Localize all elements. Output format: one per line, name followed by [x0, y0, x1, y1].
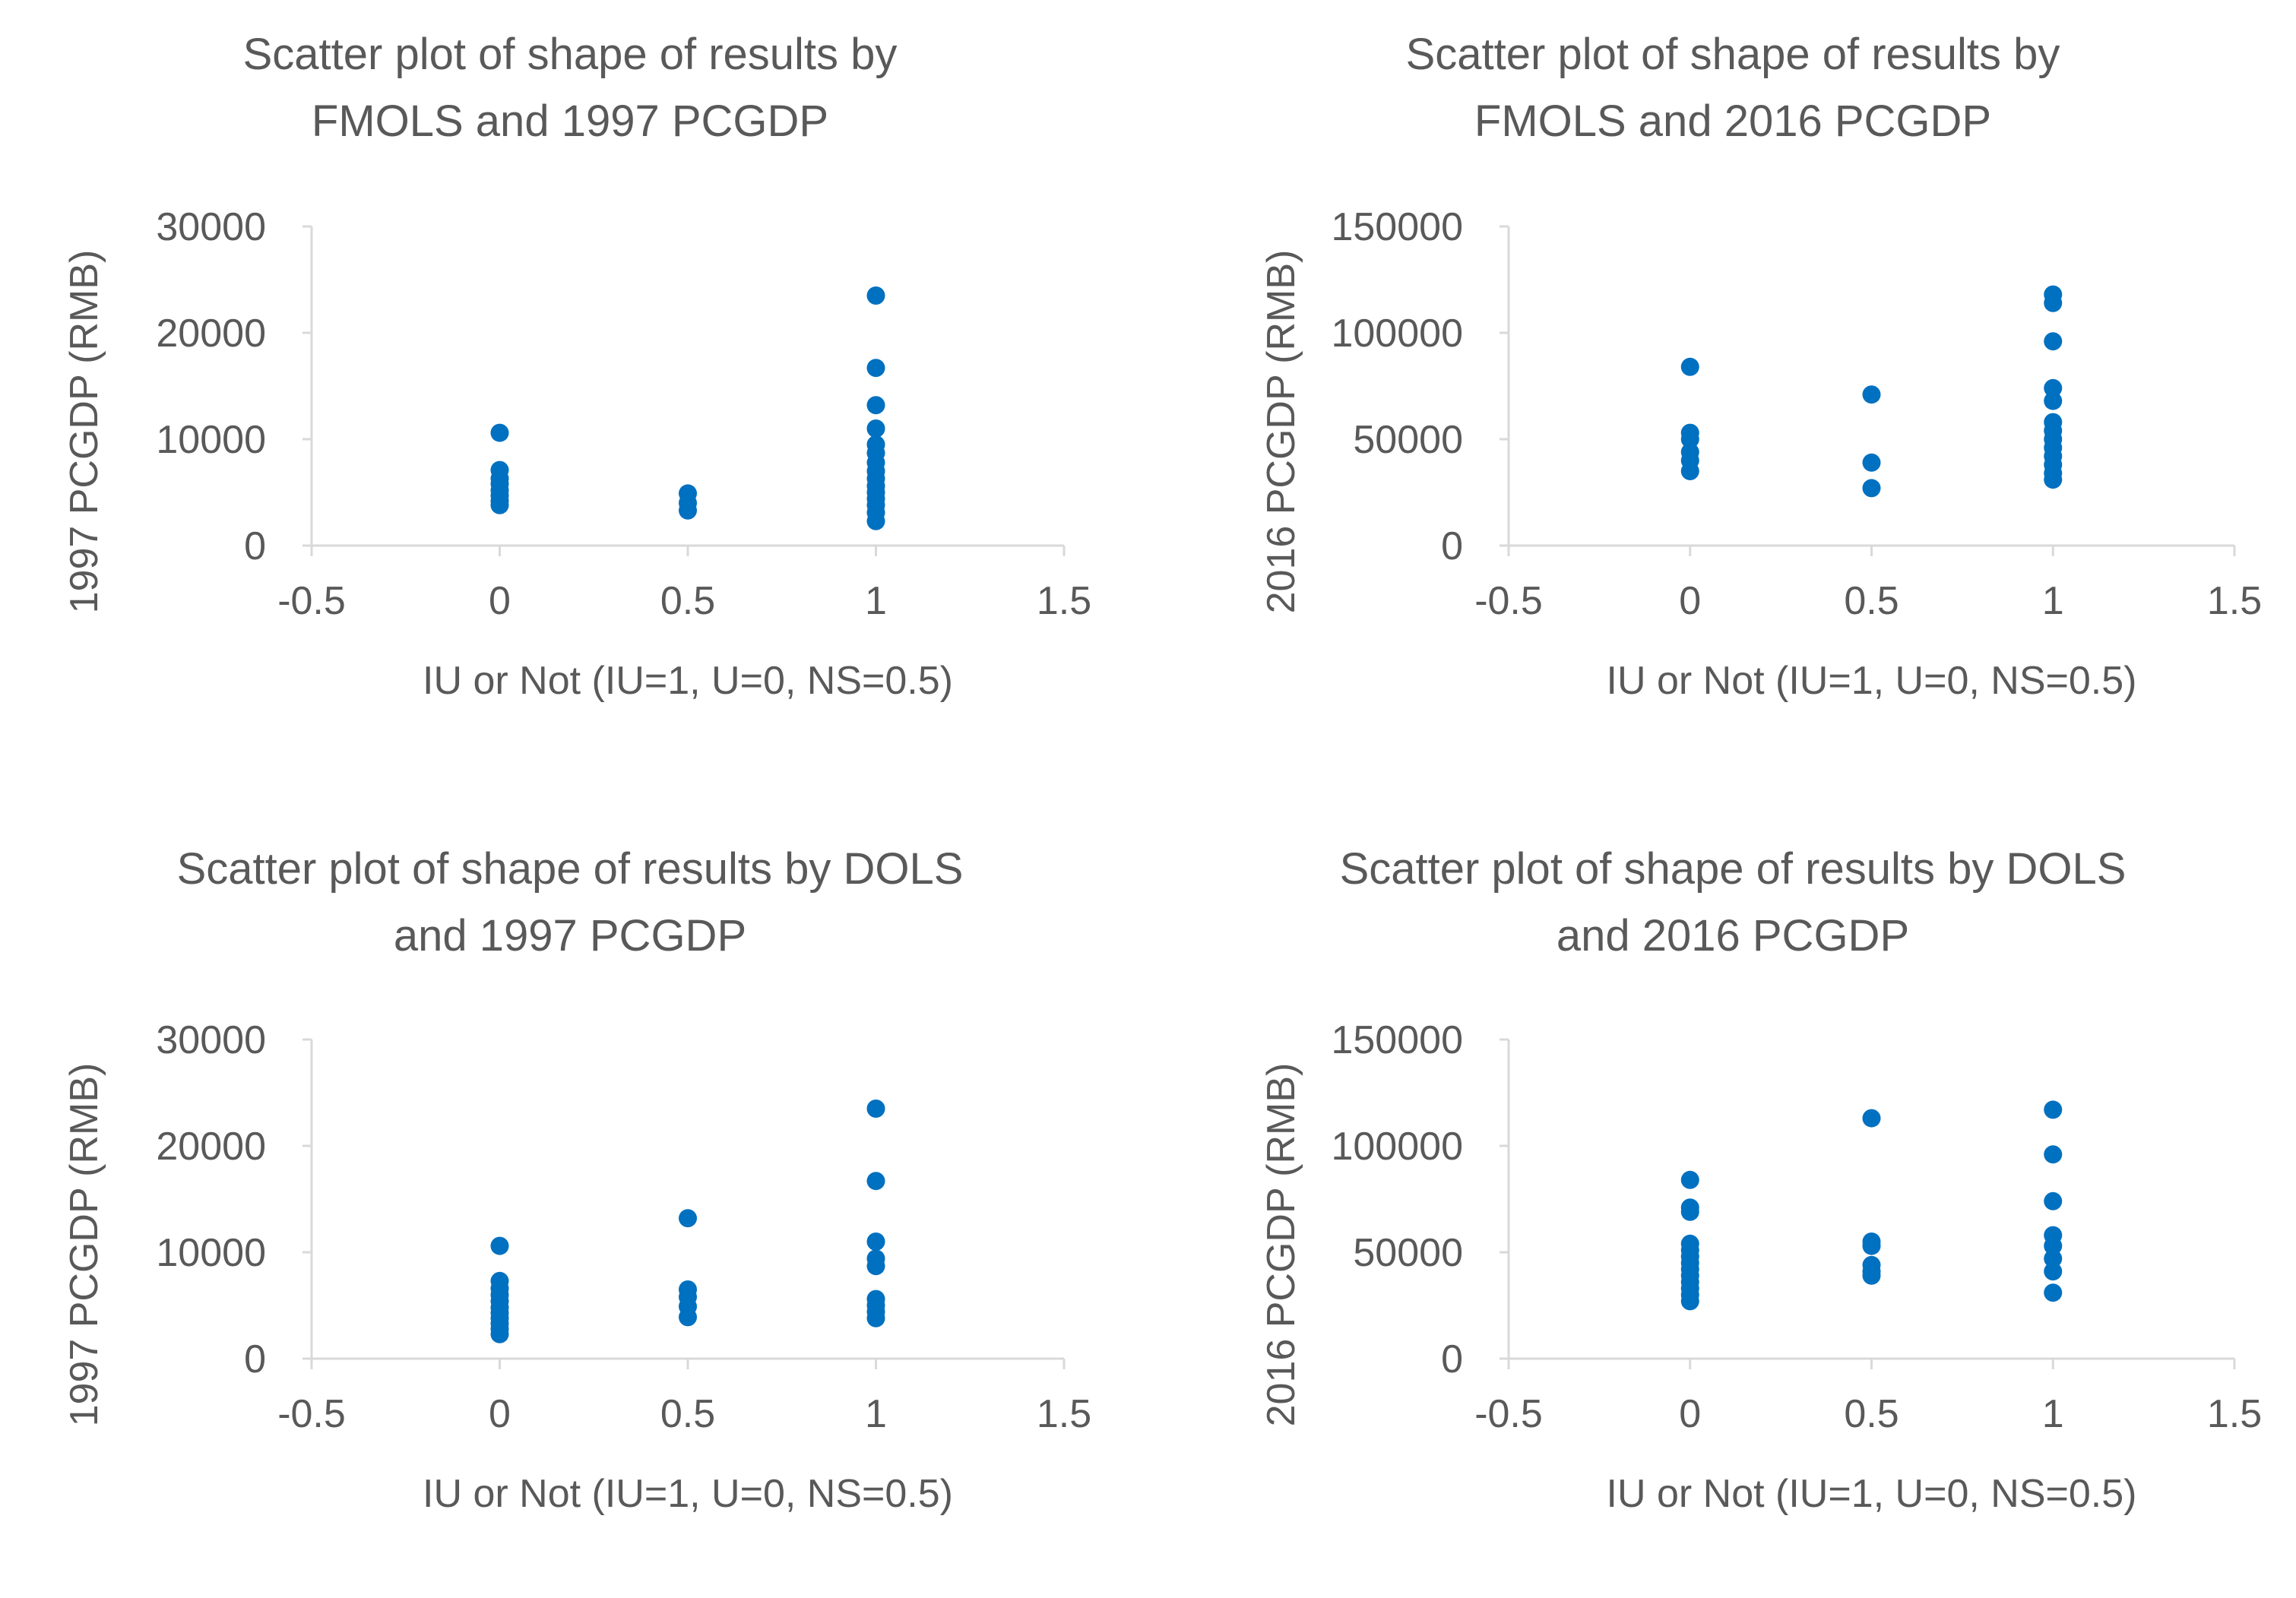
chart-2-x-tick-label: 0.5: [1844, 579, 1899, 623]
chart-1-x-tick-label: 1.5: [1037, 579, 1091, 623]
chart-3-y-tick-label: 10000: [156, 1231, 266, 1275]
chart-3-x-axis-title: IU or Not (IU=1, U=0, NS=0.5): [423, 1472, 953, 1516]
chart-3-x-tick-label: 0: [489, 1392, 511, 1436]
chart-3-y-tick-label: 30000: [156, 1018, 266, 1062]
chart-2-x-tick-label: 1: [2042, 579, 2064, 623]
chart-3-data-point: [866, 1257, 885, 1276]
chart-4-data-point: [2044, 1283, 2063, 1302]
chart-3-x-tick-label: 0.5: [660, 1392, 715, 1436]
chart-3-y-tick-label: 20000: [156, 1125, 266, 1169]
chart-1-y-axis-title: 1997 PCGDP (RMB): [62, 250, 106, 614]
chart-2-data-point: [2044, 378, 2063, 397]
chart-2-data-point: [2044, 332, 2063, 351]
chart-1-x-tick-label: 0.5: [660, 579, 715, 623]
chart-2-data-point: [2044, 293, 2063, 312]
chart-1-data-point: [866, 419, 885, 438]
chart-4-y-tick-label: 100000: [1331, 1125, 1463, 1169]
chart-1-data-point: [866, 286, 885, 305]
chart-4-data-point: [1680, 1170, 1699, 1189]
chart-4-x-tick-label: 0: [1679, 1392, 1701, 1436]
chart-3-data-point: [866, 1233, 885, 1251]
chart-3-y-tick-label: 0: [244, 1337, 266, 1381]
chart-2-data-point: [1680, 462, 1699, 480]
chart-2-title-line-2: FMOLS and 2016 PCGDP: [1474, 97, 1992, 146]
chart-4-y-tick-label: 50000: [1353, 1231, 1463, 1275]
chart-3-title: Scatter plot of shape of results by DOLS…: [114, 836, 1026, 970]
chart-1-data-point: [866, 359, 885, 378]
chart-3-title-line-2: and 1997 PCGDP: [393, 911, 747, 960]
chart-2-title-line-1: Scatter plot of shape of results by: [1405, 30, 2060, 79]
chart-1-y-tick-label: 20000: [156, 312, 266, 356]
chart-4-data-point: [2044, 1191, 2063, 1210]
chart-4-x-tick-label: 1: [2042, 1392, 2064, 1436]
chart-3-data-point: [679, 1209, 697, 1228]
chart-4-x-axis-title: IU or Not (IU=1, U=0, NS=0.5): [1607, 1472, 2137, 1516]
chart-4-title-line-2: and 2016 PCGDP: [1556, 911, 1910, 960]
chart-1-data-point: [679, 501, 697, 520]
chart-1-data-point: [490, 495, 509, 514]
chart-3-data-point: [866, 1308, 885, 1327]
chart-1-title: Scatter plot of shape of results by FMOL…: [114, 21, 1026, 155]
chart-3-data-point: [490, 1236, 509, 1255]
chart-1-title-line-2: FMOLS and 1997 PCGDP: [311, 97, 829, 146]
chart-4-data-point: [2044, 1100, 2063, 1119]
chart-4-title-line-1: Scatter plot of shape of results by DOLS: [1339, 844, 2127, 894]
chart-4-title: Scatter plot of shape of results by DOLS…: [1277, 836, 2189, 970]
chart-1-data-point: [490, 423, 509, 442]
chart-4-x-tick-label: -0.5: [1474, 1392, 1543, 1436]
chart-2-data-point: [2044, 391, 2063, 410]
chart-2-data-point: [1862, 479, 1881, 498]
chart-1-y-tick-label: 0: [244, 524, 266, 568]
chart-4-x-tick-label: 0.5: [1844, 1392, 1899, 1436]
chart-1-x-tick-label: -0.5: [277, 579, 346, 623]
chart-4-y-tick-label: 0: [1441, 1337, 1463, 1381]
chart-2-x-tick-label: 0: [1679, 579, 1701, 623]
chart-1-y-tick-label: 10000: [156, 418, 266, 462]
chart-3-x-tick-label: 1.5: [1037, 1392, 1091, 1436]
chart-3-data-point: [866, 1100, 885, 1118]
chart-1-x-tick-label: 0: [489, 579, 511, 623]
chart-3-data-point: [679, 1308, 697, 1327]
chart-1-x-axis-title: IU or Not (IU=1, U=0, NS=0.5): [423, 659, 953, 703]
chart-4-data-point: [1680, 1292, 1699, 1311]
chart-1-title-line-1: Scatter plot of shape of results by: [242, 30, 898, 79]
chart-3-data-point: [866, 1172, 885, 1191]
chart-2-data-point: [1680, 430, 1699, 448]
chart-4-data-point: [1862, 1266, 1881, 1285]
chart-2-data-point: [1680, 357, 1699, 376]
chart-2-data-point: [1862, 385, 1881, 404]
chart-3-y-axis-title: 1997 PCGDP (RMB): [62, 1063, 106, 1427]
chart-4-data-point: [2044, 1249, 2063, 1268]
chart-3-x-tick-label: -0.5: [277, 1392, 346, 1436]
chart-2-y-tick-label: 0: [1441, 524, 1463, 568]
chart-4-data-point: [1862, 1236, 1881, 1255]
chart-1-data-point: [866, 396, 885, 415]
chart-2-y-tick-label: 50000: [1353, 418, 1463, 462]
chart-3-x-tick-label: 1: [865, 1392, 887, 1436]
chart-1-x-tick-label: 1: [865, 579, 887, 623]
chart-4-data-point: [1862, 1109, 1881, 1128]
chart-2-y-tick-label: 100000: [1331, 312, 1463, 356]
chart-1-y-tick-label: 30000: [156, 205, 266, 249]
chart-2-x-tick-label: -0.5: [1474, 579, 1543, 623]
chart-4-data-point: [2044, 1236, 2063, 1255]
chart-2-data-point: [2044, 470, 2063, 489]
chart-2-y-axis-title: 2016 PCGDP (RMB): [1259, 250, 1303, 614]
chart-2-x-tick-label: 1.5: [2207, 579, 2262, 623]
chart-4-x-tick-label: 1.5: [2207, 1392, 2262, 1436]
chart-1-data-point: [866, 511, 885, 530]
chart-4-data-point: [2044, 1262, 2063, 1281]
chart-2-y-tick-label: 150000: [1331, 205, 1463, 249]
chart-4-y-axis-title: 2016 PCGDP (RMB): [1259, 1063, 1303, 1427]
chart-4-y-tick-label: 150000: [1331, 1018, 1463, 1062]
chart-4-data-point: [1680, 1202, 1699, 1221]
chart-3-title-line-1: Scatter plot of shape of results by DOLS: [176, 844, 964, 894]
chart-2-x-axis-title: IU or Not (IU=1, U=0, NS=0.5): [1607, 659, 2137, 703]
chart-3-data-point: [490, 1324, 509, 1343]
chart-2-title: Scatter plot of shape of results by FMOL…: [1277, 21, 2189, 155]
chart-4-data-point: [2044, 1145, 2063, 1164]
chart-2-data-point: [1862, 453, 1881, 472]
